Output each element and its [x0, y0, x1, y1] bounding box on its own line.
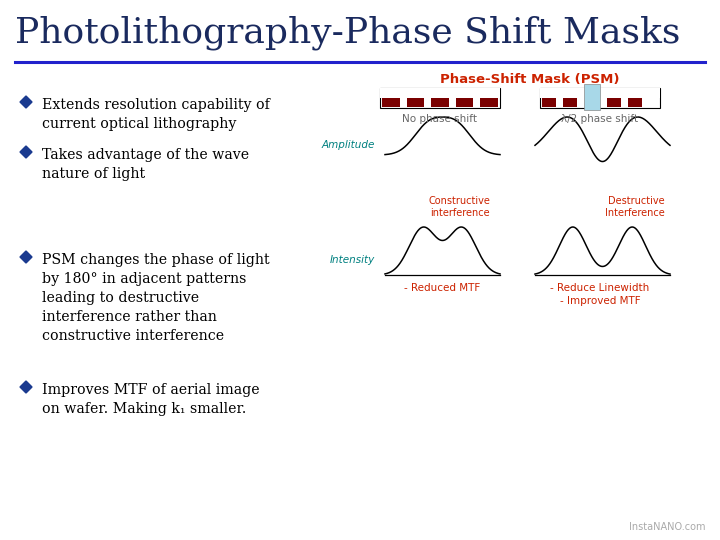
- Text: Extends resolution capability of
current optical lithography: Extends resolution capability of current…: [42, 98, 270, 131]
- Text: λ/2 phase shift: λ/2 phase shift: [562, 114, 639, 124]
- Bar: [480, 98, 498, 107]
- Text: - Reduced MTF: - Reduced MTF: [404, 283, 480, 293]
- Bar: [456, 98, 473, 107]
- Text: Takes advantage of the wave
nature of light: Takes advantage of the wave nature of li…: [42, 148, 249, 181]
- Polygon shape: [20, 96, 32, 108]
- Text: PSM changes the phase of light
by 180° in adjacent patterns
leading to destructi: PSM changes the phase of light by 180° i…: [42, 253, 269, 343]
- Text: Constructive
interference: Constructive interference: [428, 196, 490, 218]
- Text: Photolithography-Phase Shift Masks: Photolithography-Phase Shift Masks: [15, 15, 680, 50]
- Bar: [628, 98, 642, 107]
- Bar: [407, 98, 424, 107]
- Bar: [540, 88, 660, 98]
- Polygon shape: [20, 251, 32, 263]
- Bar: [563, 98, 577, 107]
- Text: Phase-Shift Mask (PSM): Phase-Shift Mask (PSM): [440, 73, 620, 86]
- Bar: [431, 98, 449, 107]
- Bar: [584, 84, 600, 110]
- Text: Amplitude: Amplitude: [322, 140, 375, 150]
- Text: No phase shift: No phase shift: [402, 114, 477, 124]
- Text: Intensity: Intensity: [330, 255, 375, 265]
- Text: Destructive
Interference: Destructive Interference: [606, 196, 665, 218]
- Bar: [542, 98, 556, 107]
- Bar: [607, 98, 621, 107]
- Bar: [380, 88, 500, 98]
- Bar: [380, 88, 500, 108]
- Polygon shape: [20, 146, 32, 158]
- Bar: [382, 98, 400, 107]
- Text: Improves MTF of aerial image
on wafer. Making k₁ smaller.: Improves MTF of aerial image on wafer. M…: [42, 383, 260, 416]
- Bar: [540, 88, 660, 108]
- Text: - Reduce Linewidth
- Improved MTF: - Reduce Linewidth - Improved MTF: [550, 283, 649, 306]
- Polygon shape: [20, 381, 32, 393]
- Text: InstaNANO.com: InstaNANO.com: [629, 522, 706, 532]
